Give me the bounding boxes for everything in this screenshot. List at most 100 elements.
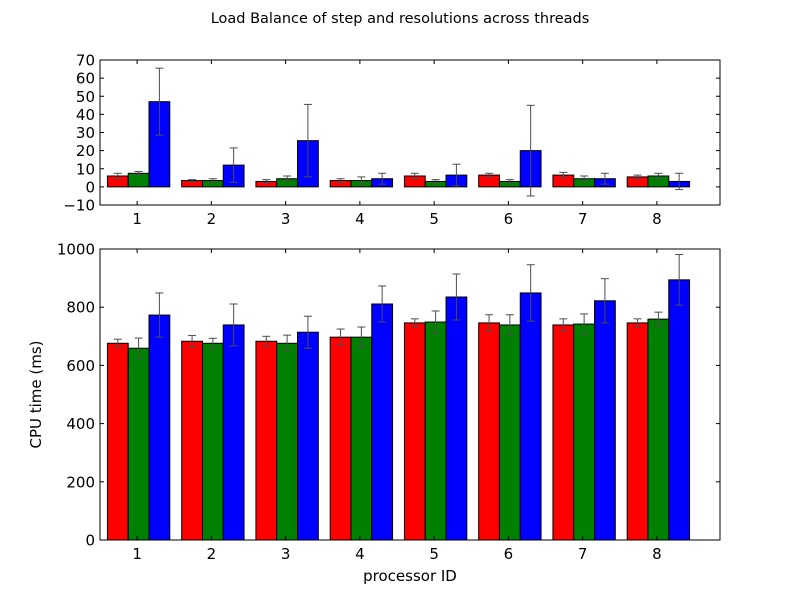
bar-p2-red-8	[626, 322, 649, 541]
ytick-label: 30	[76, 124, 95, 142]
errorbar-p1-green-1	[134, 170, 143, 176]
errorbar-p1-red-6	[485, 172, 494, 178]
ytick-label: 1000	[57, 241, 95, 259]
errorbar-p1-red-3	[262, 179, 271, 184]
ytick-label: 10	[76, 160, 95, 178]
xtick-label: 6	[504, 545, 514, 563]
ytick-label: 70	[76, 52, 95, 70]
errorbar-p2-blue-2	[229, 303, 238, 347]
ytick-label: 800	[66, 299, 95, 317]
bar-p2-green-1	[127, 347, 150, 541]
ytick-label: 0	[85, 532, 95, 550]
errorbar-p1-blue-2	[229, 147, 238, 183]
errorbar-p2-green-3	[283, 334, 292, 352]
errorbar-p1-red-7	[559, 171, 568, 179]
errorbar-p1-blue-4	[378, 172, 387, 185]
errorbar-p2-blue-5	[452, 273, 461, 321]
errorbar-p1-green-6	[505, 179, 514, 184]
bar-p2-blue-2	[222, 324, 245, 541]
bar-p2-green-2	[201, 342, 224, 541]
bar-p2-blue-3	[297, 331, 319, 541]
xtick-label: 8	[652, 545, 662, 563]
bar-p2-blue-8	[668, 279, 691, 541]
errorbar-p2-green-7	[580, 313, 589, 335]
bar-p2-red-7	[552, 324, 575, 541]
xtick-label: 6	[504, 210, 514, 228]
bar-p2-red-1	[106, 342, 129, 541]
bar-p2-blue-6	[519, 292, 542, 541]
errorbar-p1-green-8	[654, 172, 663, 180]
bar-p2-green-3	[276, 342, 299, 541]
bar-p2-green-5	[424, 321, 447, 541]
bar-p2-red-6	[478, 322, 500, 541]
bar-p2-green-7	[573, 323, 596, 541]
errorbar-p2-green-1	[134, 337, 143, 359]
errorbar-p2-red-1	[113, 338, 122, 348]
xtick-label: 1	[132, 545, 142, 563]
errorbar-p2-red-6	[485, 314, 494, 332]
bar-p2-green-8	[647, 318, 670, 541]
bottom-subplot: 0 200 400 600 800 1000 1 2 3 4 5 6 7 8 processor ID CPU…	[27, 241, 721, 585]
errorbar-p1-blue-5	[452, 163, 461, 187]
xtick-label: 3	[281, 210, 291, 228]
errorbar-p2-red-5	[410, 318, 419, 328]
errorbar-p2-red-4	[336, 328, 345, 346]
errorbar-p2-blue-7	[600, 278, 609, 324]
ytick-label: 20	[76, 142, 95, 160]
xtick-label: 8	[652, 210, 662, 228]
ytick-label: 60	[76, 70, 95, 88]
errorbar-p2-green-2	[208, 337, 217, 349]
errorbar-p2-red-2	[188, 334, 197, 348]
ytick-label: 200	[66, 473, 95, 491]
ytick-label: 600	[66, 357, 95, 375]
y-axis-label: CPU time (ms)	[27, 340, 45, 448]
xtick-label: 2	[207, 210, 217, 228]
xtick-label: 5	[429, 210, 439, 228]
errorbar-p2-red-7	[559, 318, 568, 332]
bar-p2-green-6	[498, 324, 521, 541]
errorbar-p1-green-5	[431, 179, 440, 184]
errorbar-p2-green-4	[357, 326, 366, 348]
xtick-label: 7	[578, 545, 588, 563]
xtick-label: 4	[355, 210, 365, 228]
xtick-label: 1	[132, 210, 142, 228]
ytick-label: 40	[76, 106, 95, 124]
xtick-label: 7	[578, 210, 588, 228]
errorbar-p1-blue-8	[675, 172, 684, 191]
errorbar-p2-blue-8	[675, 254, 684, 306]
errorbar-p1-red-5	[410, 172, 419, 180]
x-axis-label: processor ID	[363, 567, 457, 585]
errorbar-p1-green-4	[357, 176, 366, 185]
bar-p2-blue-4	[371, 303, 394, 541]
errorbar-p1-blue-6	[526, 104, 535, 197]
ytick-label: −10	[63, 197, 95, 215]
errorbar-p1-green-2	[208, 178, 217, 183]
xtick-label: 3	[281, 545, 291, 563]
errorbar-p1-green-7	[580, 175, 589, 182]
errorbar-p1-red-1	[113, 172, 122, 180]
bar-p2-red-4	[329, 336, 352, 541]
xtick-label: 2	[207, 545, 217, 563]
errorbar-p1-red-4	[336, 178, 345, 183]
ytick-label: 400	[66, 415, 95, 433]
xtick-label: 4	[355, 545, 365, 563]
errorbar-p2-blue-4	[378, 285, 387, 323]
bar-p2-red-2	[181, 340, 203, 541]
errorbar-p1-blue-1	[155, 67, 164, 136]
errorbar-p2-green-6	[505, 314, 514, 336]
figure-title: Load Balance of step and resolutions acr…	[211, 11, 590, 27]
errorbar-p2-red-8	[633, 318, 642, 328]
bar-p2-red-3	[255, 340, 278, 541]
errorbar-p1-red-2	[188, 179, 197, 182]
ytick-label: 50	[76, 88, 95, 106]
errorbar-p2-red-3	[262, 335, 271, 347]
errorbar-p2-blue-1	[155, 292, 164, 338]
ytick-label: 0	[85, 178, 95, 196]
bar-p2-blue-7	[594, 300, 616, 541]
bar-p2-blue-5	[445, 296, 468, 541]
errorbar-p1-blue-7	[600, 172, 609, 185]
errorbar-p2-blue-6	[526, 264, 535, 322]
bar-p2-green-4	[350, 336, 373, 541]
